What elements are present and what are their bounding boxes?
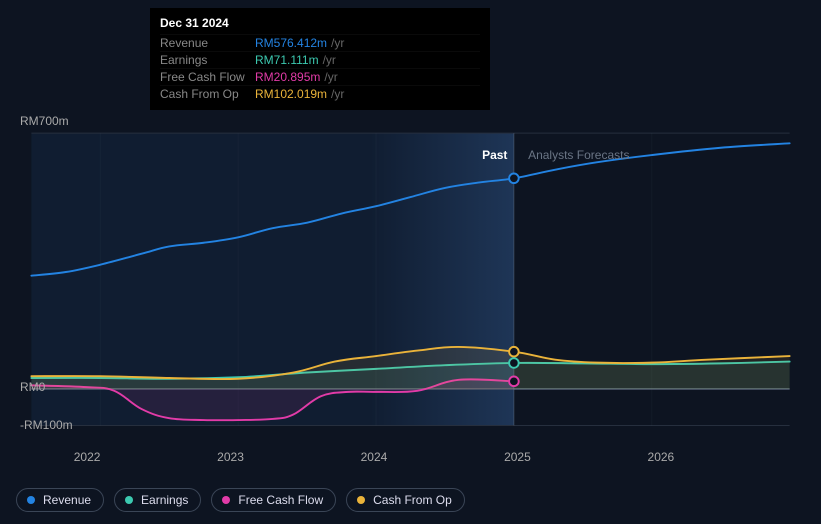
legend-dot-icon bbox=[125, 496, 133, 504]
x-axis-tick-label: 2023 bbox=[217, 450, 244, 464]
legend-item-revenue[interactable]: Revenue bbox=[16, 488, 104, 512]
tooltip-row: Cash From OpRM102.019m/yr bbox=[160, 85, 480, 102]
legend-dot-icon bbox=[222, 496, 230, 504]
tooltip-row-value: RM576.412m bbox=[255, 36, 327, 50]
legend: Revenue Earnings Free Cash Flow Cash From O… bbox=[16, 488, 465, 512]
forecast-label: Analysts Forecasts bbox=[528, 148, 629, 162]
x-axis-tick-label: 2024 bbox=[361, 450, 388, 464]
tooltip-row: Free Cash FlowRM20.895m/yr bbox=[160, 68, 480, 85]
tooltip-row-value: RM71.111m bbox=[255, 53, 319, 67]
tooltip-row-label: Free Cash Flow bbox=[160, 70, 255, 84]
legend-item-earnings[interactable]: Earnings bbox=[114, 488, 201, 512]
y-axis-tick-label: -RM100m bbox=[20, 418, 73, 432]
legend-dot-icon bbox=[357, 496, 365, 504]
tooltip-row-label: Revenue bbox=[160, 36, 255, 50]
legend-dot-icon bbox=[27, 496, 35, 504]
tooltip-row-value: RM102.019m bbox=[255, 87, 327, 101]
tooltip-row-unit: /yr bbox=[331, 87, 344, 101]
x-axis-tick-label: 2022 bbox=[74, 450, 101, 464]
tooltip: Dec 31 2024 RevenueRM576.412m/yrEarnings… bbox=[150, 8, 490, 110]
y-axis-tick-label: RM0 bbox=[20, 380, 45, 394]
tooltip-row-label: Earnings bbox=[160, 53, 255, 67]
legend-item-label: Cash From Op bbox=[373, 493, 452, 507]
tooltip-row-value: RM20.895m bbox=[255, 70, 320, 84]
legend-item-label: Revenue bbox=[43, 493, 91, 507]
x-axis-tick-label: 2026 bbox=[648, 450, 675, 464]
legend-item-free-cash-flow[interactable]: Free Cash Flow bbox=[211, 488, 336, 512]
tooltip-row-unit: /yr bbox=[331, 36, 344, 50]
tooltip-row-label: Cash From Op bbox=[160, 87, 255, 101]
legend-item-cash-from-op[interactable]: Cash From Op bbox=[346, 488, 465, 512]
y-axis-tick-label: RM700m bbox=[20, 114, 69, 128]
tooltip-row-unit: /yr bbox=[324, 70, 337, 84]
tooltip-row-unit: /yr bbox=[323, 53, 336, 67]
tooltip-date: Dec 31 2024 bbox=[160, 14, 480, 34]
tooltip-row: EarningsRM71.111m/yr bbox=[160, 51, 480, 68]
legend-item-label: Free Cash Flow bbox=[238, 493, 323, 507]
past-label: Past bbox=[482, 148, 507, 162]
x-axis-tick-label: 2025 bbox=[504, 450, 531, 464]
legend-item-label: Earnings bbox=[141, 493, 188, 507]
tooltip-row: RevenueRM576.412m/yr bbox=[160, 34, 480, 51]
